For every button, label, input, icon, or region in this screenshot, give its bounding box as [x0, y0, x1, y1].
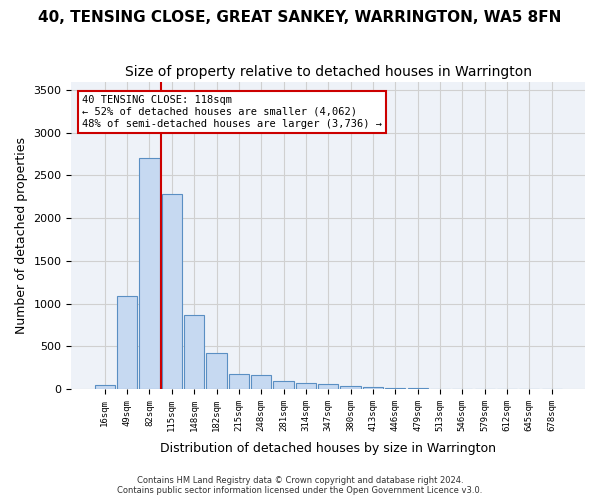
Text: 40 TENSING CLOSE: 118sqm
← 52% of detached houses are smaller (4,062)
48% of sem: 40 TENSING CLOSE: 118sqm ← 52% of detach…: [82, 96, 382, 128]
Bar: [340, 386, 361, 389]
Bar: [95, 384, 115, 389]
Bar: [184, 314, 204, 389]
Bar: [139, 158, 160, 389]
Y-axis label: Number of detached properties: Number of detached properties: [15, 136, 28, 334]
Bar: [363, 387, 383, 389]
Bar: [206, 354, 227, 389]
X-axis label: Distribution of detached houses by size in Warrington: Distribution of detached houses by size …: [160, 442, 496, 455]
Bar: [296, 384, 316, 389]
Bar: [117, 296, 137, 389]
Title: Size of property relative to detached houses in Warrington: Size of property relative to detached ho…: [125, 65, 532, 79]
Text: 40, TENSING CLOSE, GREAT SANKEY, WARRINGTON, WA5 8FN: 40, TENSING CLOSE, GREAT SANKEY, WARRING…: [38, 10, 562, 25]
Text: Contains HM Land Registry data © Crown copyright and database right 2024.
Contai: Contains HM Land Registry data © Crown c…: [118, 476, 482, 495]
Bar: [229, 374, 249, 389]
Bar: [274, 381, 293, 389]
Bar: [162, 194, 182, 389]
Bar: [318, 384, 338, 389]
Bar: [251, 375, 271, 389]
